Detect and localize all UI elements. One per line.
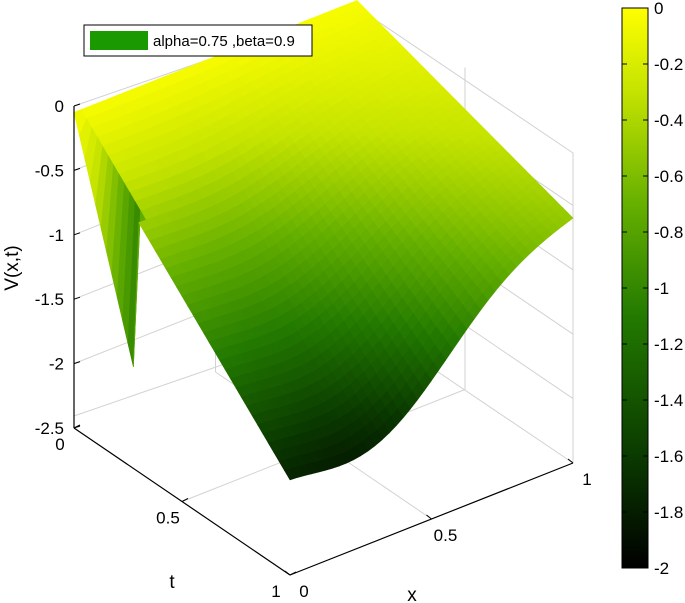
- colorbar-tick-label: -0.2: [654, 55, 683, 74]
- x-tick-label: 0.5: [434, 526, 458, 545]
- x-tick-label: 1: [582, 470, 591, 489]
- colorbar-tick-label: -1.6: [654, 447, 683, 466]
- t-tick-mark: [181, 498, 189, 502]
- x-tick-mark: [426, 514, 432, 520]
- colorbar-tick-label: -1.8: [654, 503, 683, 522]
- z-tick-mark: [73, 167, 81, 171]
- z-tick-label: -1: [49, 226, 64, 245]
- x-tick-mark: [284, 570, 291, 576]
- t-tick-mark: [73, 424, 81, 429]
- surface-mesh: [73, 0, 574, 481]
- colorbar-tick-label: -1.4: [654, 391, 683, 410]
- x-tick-label: 0: [299, 582, 308, 601]
- legend-swatch: [90, 31, 148, 50]
- z-tick-label: -0.5: [35, 161, 64, 180]
- z-tick-label: -1.5: [35, 290, 64, 309]
- legend: alpha=0.75 ,beta=0.9: [83, 24, 313, 57]
- z-tick-mark: [73, 361, 81, 365]
- x-tick-mark: [567, 458, 574, 464]
- z-tick-mark: [73, 103, 81, 107]
- axes: 0-0.5-1-1.5-2-2.500.51 00.51: [35, 97, 592, 601]
- z-axis-label: V(x,t): [2, 245, 23, 290]
- colorbar-tick-label: -0.4: [654, 111, 683, 130]
- surface-patch: [284, 468, 298, 481]
- colorbar-tick-label: -0.6: [654, 167, 683, 186]
- z-tick-mark: [73, 232, 81, 236]
- t-tick-label: 1: [271, 582, 280, 601]
- t-tick-label: 0: [55, 435, 64, 454]
- t-tick-label: 0.5: [156, 509, 180, 528]
- z-tick-label: -2: [49, 355, 64, 374]
- colorbar-tick-label: -0.8: [654, 223, 683, 242]
- t-axis-label: t: [169, 572, 175, 593]
- colorbar-tick-label: -1: [654, 279, 669, 298]
- z-tick-mark: [73, 296, 81, 300]
- colorbar: 0 -0.2 -0.4 -0.6 -0.8 -1 -1.2 -1.4 -1.6 -1.8 -2: [621, 0, 683, 578]
- x-axis-label: x: [407, 585, 417, 603]
- colorbar-tick-label: 0: [654, 0, 663, 18]
- z-tick-label: -2.5: [35, 419, 64, 438]
- t-tick-mark: [289, 571, 297, 576]
- legend-entry-label: alpha=0.75 ,beta=0.9: [153, 33, 295, 50]
- colorbar-tick-label: -1.2: [654, 335, 683, 354]
- z-tick-label: 0: [55, 97, 64, 116]
- colorbar-tick-label: -2: [654, 559, 669, 578]
